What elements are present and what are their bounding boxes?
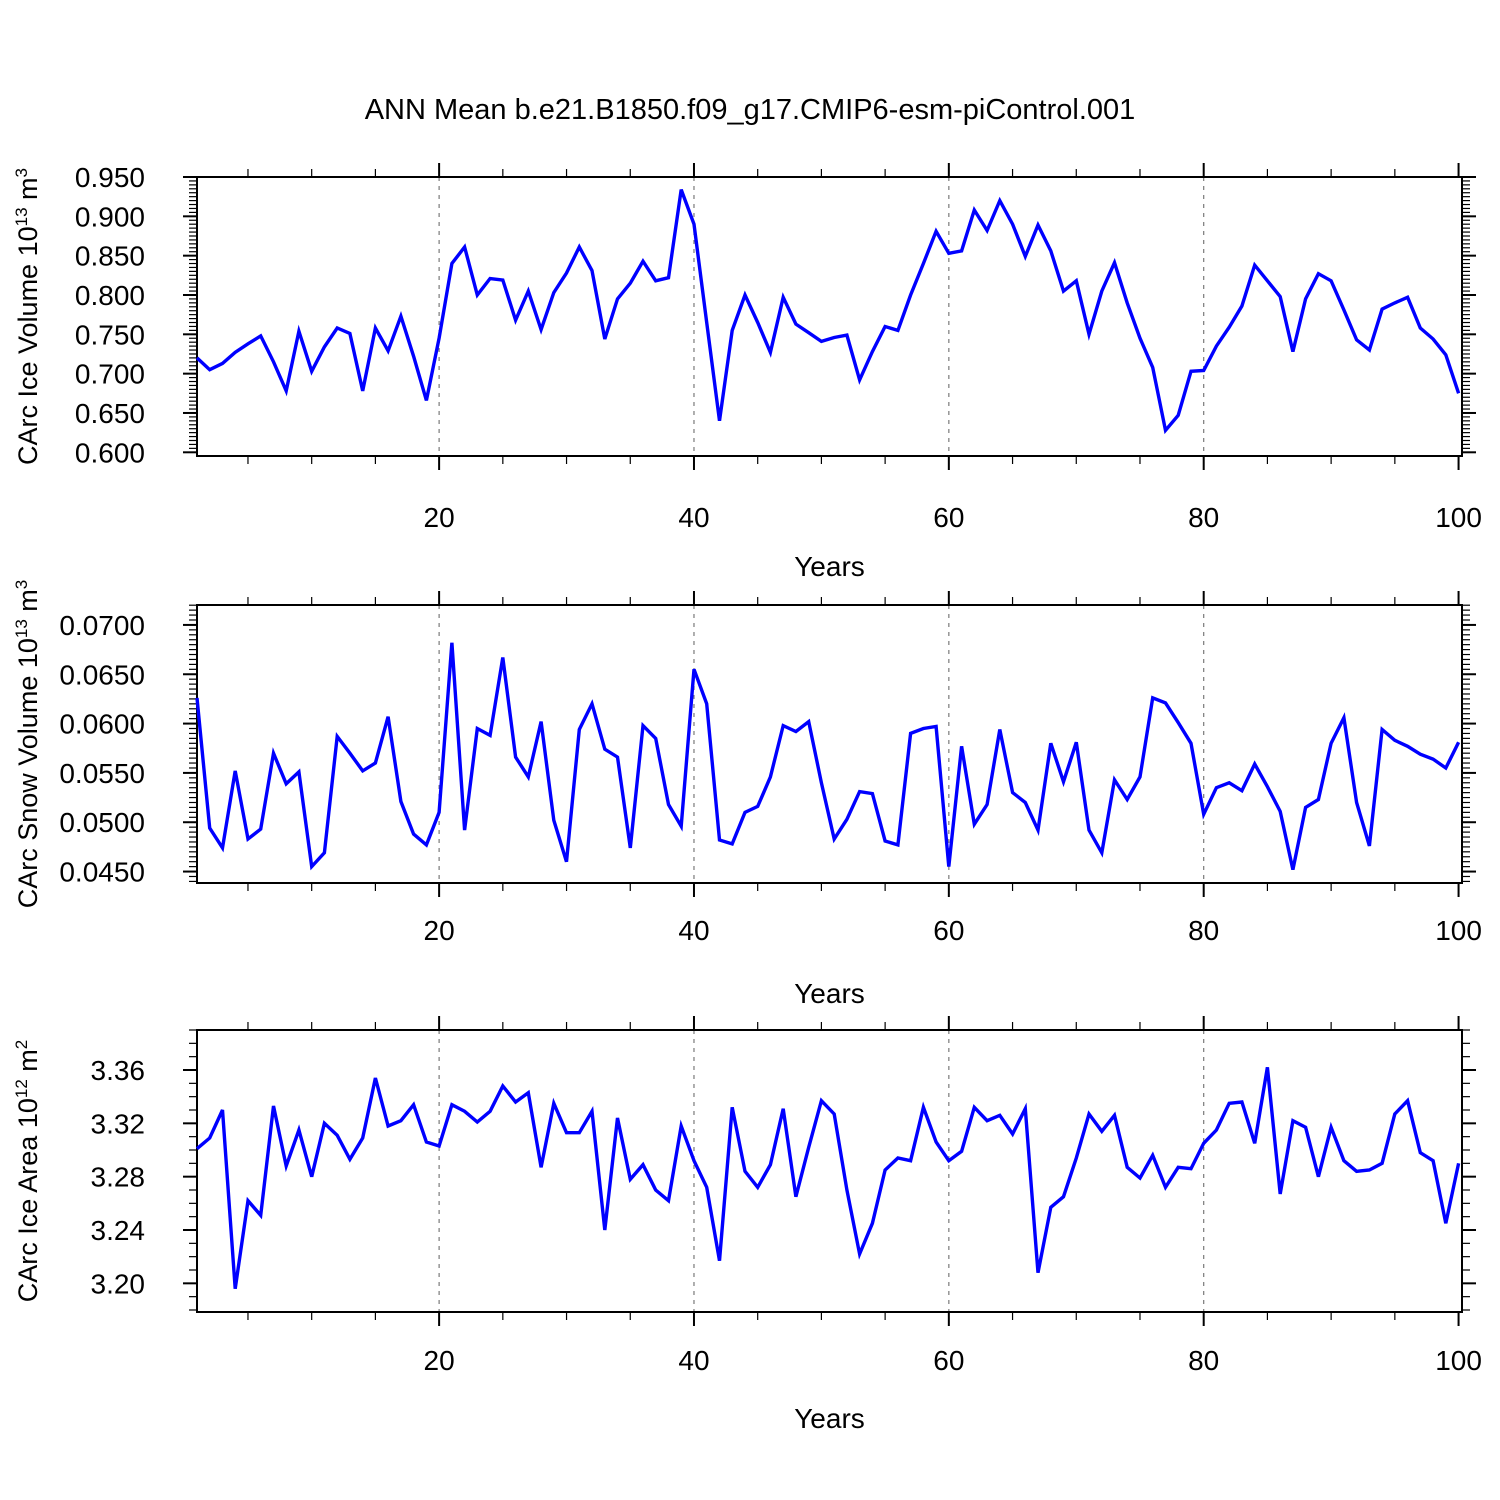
carc-ice-volume-xtick-label: 80 [1188,502,1219,533]
carc-ice-volume-ytick-label: 0.650 [75,398,145,429]
carc-snow-volume-ylabel: CArc Snow Volume 1013 m3 [12,580,43,909]
carc-ice-volume-ylabel: CArc Ice Volume 1013 m3 [12,168,43,465]
carc-ice-volume-ytick-label: 0.600 [75,437,145,468]
carc-ice-volume-ytick-label: 0.700 [75,359,145,390]
carc-ice-volume-line [195,189,1461,435]
carc-ice-area-ytick-label: 3.32 [91,1108,146,1139]
carc-snow-volume-ytick-label: 0.0650 [59,659,145,690]
carc-ice-volume-ytick-label: 0.950 [75,162,145,193]
carc-snow-volume-ytick-label: 0.0600 [59,709,145,740]
carc-snow-volume-xtick-label: 40 [678,915,709,946]
carc-ice-volume-xtick-label: 40 [678,502,709,533]
carc-snow-volume-ytick-label: 0.0450 [59,857,145,888]
chart-title: ANN Mean b.e21.B1850.f09_g17.CMIP6-esm-p… [364,94,1136,126]
carc-snow-volume-xlabel: Years [794,978,865,1009]
carc-ice-area-ytick-label: 3.28 [91,1162,146,1193]
carc-snow-volume-line [195,642,1461,871]
carc-ice-area-xtick-label: 100 [1435,1345,1482,1376]
carc-snow-volume-xtick-label: 80 [1188,915,1219,946]
carc-ice-area-xtick-label: 40 [678,1345,709,1376]
carc-ice-volume-ytick-label: 0.900 [75,201,145,232]
carc-ice-area-xlabel: Years [794,1403,865,1434]
carc-ice-volume-ytick-label: 0.850 [75,241,145,272]
carc-ice-volume-xtick-label: 20 [424,502,455,533]
carc-ice-area-ytick-label: 3.20 [91,1268,146,1299]
carc-ice-volume-frame [196,176,1463,457]
carc-snow-volume-ytick-label: 0.0550 [59,758,145,789]
carc-ice-volume-xlabel: Years [794,551,865,582]
carc-snow-volume-xtick-label: 100 [1435,915,1482,946]
carc-ice-area-line [195,1067,1461,1289]
carc-snow-volume-frame [196,604,1463,884]
carc-ice-area-ylabel: CArc Ice Area 1012 m2 [12,1040,43,1303]
carc-ice-area-ytick-label: 3.24 [91,1215,146,1246]
carc-ice-area-xtick-label: 80 [1188,1345,1219,1376]
carc-snow-volume-ytick-label: 0.0500 [59,807,145,838]
carc-ice-volume-xtick-label: 60 [933,502,964,533]
carc-ice-volume-ytick-label: 0.750 [75,319,145,350]
carc-ice-area-xtick-label: 20 [424,1345,455,1376]
carc-ice-area-ytick-label: 3.36 [91,1055,146,1086]
carc-ice-area-xtick-label: 60 [933,1345,964,1376]
carc-snow-volume-xtick-label: 60 [933,915,964,946]
carc-snow-volume-ytick-label: 0.0700 [59,610,145,641]
carc-ice-volume-ytick-label: 0.800 [75,280,145,311]
carc-ice-volume-xtick-label: 100 [1435,502,1482,533]
carc-ice-area-frame [196,1029,1463,1313]
carc-snow-volume-xtick-label: 20 [424,915,455,946]
